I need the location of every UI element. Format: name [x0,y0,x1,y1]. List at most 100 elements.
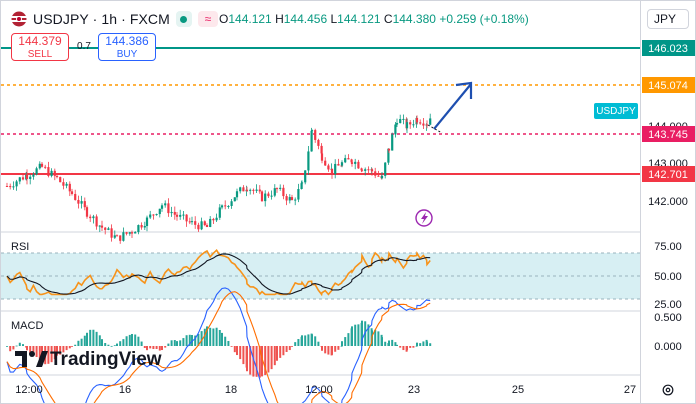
candle-body [387,148,391,151]
candle-body [314,130,317,140]
macd-histogram-bar [143,346,146,348]
macd-histogram-bar [307,334,310,346]
candle-body [384,162,387,176]
price-axis-labels: 146.023 145.074 144.000 143.745 143.000 … [642,40,695,353]
candle-body [140,225,143,228]
macd-histogram-bar [419,343,422,346]
chart-header: USDJPY · 1h · FXCM ≈ O144.121 H144.456 L… [1,1,641,35]
macd-histogram-bar [71,346,73,347]
candle-body [164,203,167,206]
candle-body [405,122,409,129]
macd-histogram-bar [167,343,170,346]
macd-histogram-bar [218,330,221,346]
macd-histogram-bar [324,346,327,354]
flag-icon [11,11,27,27]
macd-histogram-bar [158,346,161,351]
candle-body [125,232,128,234]
macd-histogram-bar [15,345,18,347]
tradingview-logo: TradingView [15,349,162,370]
macd-histogram-bar [327,346,330,355]
candle-body [110,228,113,238]
rsi-tick-25: 25.00 [654,299,682,311]
candle-body [297,189,300,200]
macd-histogram-bar [252,346,255,377]
macd-histogram-bar [89,329,92,346]
candle-body [218,207,221,218]
forecast-arrow-line[interactable] [433,83,472,130]
candle-body [107,228,110,230]
macd-histogram-bar [384,341,387,346]
macd-histogram-bar [291,346,293,347]
rsi-tick-75: 75.00 [654,241,682,253]
macd-histogram-bar [331,346,333,355]
forecast-arrow-head[interactable] [455,81,473,99]
macd-histogram-bar [83,335,86,346]
candle-body [83,201,86,208]
macd-histogram-bar [98,335,101,346]
macd-histogram-bar [246,346,248,372]
macd-histogram-bar [224,336,227,346]
macd-histogram-bar [152,346,155,350]
candle-body [70,191,74,194]
high-label: H [275,12,284,26]
macd-histogram-bar [95,331,98,346]
macd-histogram-bar [409,346,412,348]
candle-body [294,199,297,201]
candle-body [327,165,330,170]
candle-body [249,189,252,191]
candle-body [370,169,374,172]
macd-histogram-bar [155,346,158,349]
candle-body [255,189,258,191]
symbol-info[interactable]: USDJPY · 1h · FXCM ≈ [11,11,218,27]
close-value: 144.380 [392,12,436,26]
macd-histogram-bar [122,339,125,346]
macd-histogram-bar [26,346,28,351]
candle-body [167,203,170,214]
candle-body [230,201,233,206]
price-axis[interactable]: JPY 146.023 145.074 144.000 143.745 143.… [640,1,695,403]
macd-histogram-bar [236,346,238,356]
rsi-signal-line [6,253,431,295]
candlestick-series[interactable] [5,113,432,244]
candle-body [258,189,261,192]
candle-body [275,188,279,190]
macd-histogram-bar [161,346,163,351]
symbol-tag-label: USDJPY [596,105,636,117]
candle-body [89,216,92,219]
sell-price: 144.379 [18,34,62,48]
sell-button[interactable]: 144.379 SELL [11,33,69,61]
macd-histogram-bar [47,346,50,364]
macd-histogram-bar [185,335,188,346]
macd-histogram-bar [182,338,185,346]
open-label: O [219,12,229,26]
candle-body [95,216,98,227]
macd-histogram-bar [297,339,300,346]
sell-label: SELL [27,49,53,60]
macd-histogram-bar [215,327,218,346]
candle-body [47,167,50,176]
settings-gear-icon[interactable] [661,383,675,397]
macd-signal-line [6,291,431,403]
time-label-1: 12:00 [15,384,43,396]
macd-histogram-bar [396,344,398,346]
currency-selector[interactable]: JPY [647,9,689,29]
candle-body [425,124,429,126]
candle-body [18,177,21,182]
symbol-title[interactable]: USDJPY · 1h · FXCM [33,11,170,27]
buy-button[interactable]: 144.386 BUY [98,33,156,61]
macd-histogram-bar [374,329,377,346]
candle-body [387,148,390,163]
candle-body [203,221,206,226]
candle-body [160,205,164,209]
macd-histogram-bar [416,342,418,346]
candle-body [85,207,89,217]
market-open-icon[interactable] [175,11,192,27]
macd-histogram-bar [146,346,148,351]
macd-histogram-bar [140,341,143,346]
candle-body [260,191,264,202]
level-tag-143-7 [642,126,695,142]
macd-histogram-bar [149,346,152,349]
candle-body [5,186,9,187]
equal-sign-icon[interactable]: ≈ [197,11,218,27]
